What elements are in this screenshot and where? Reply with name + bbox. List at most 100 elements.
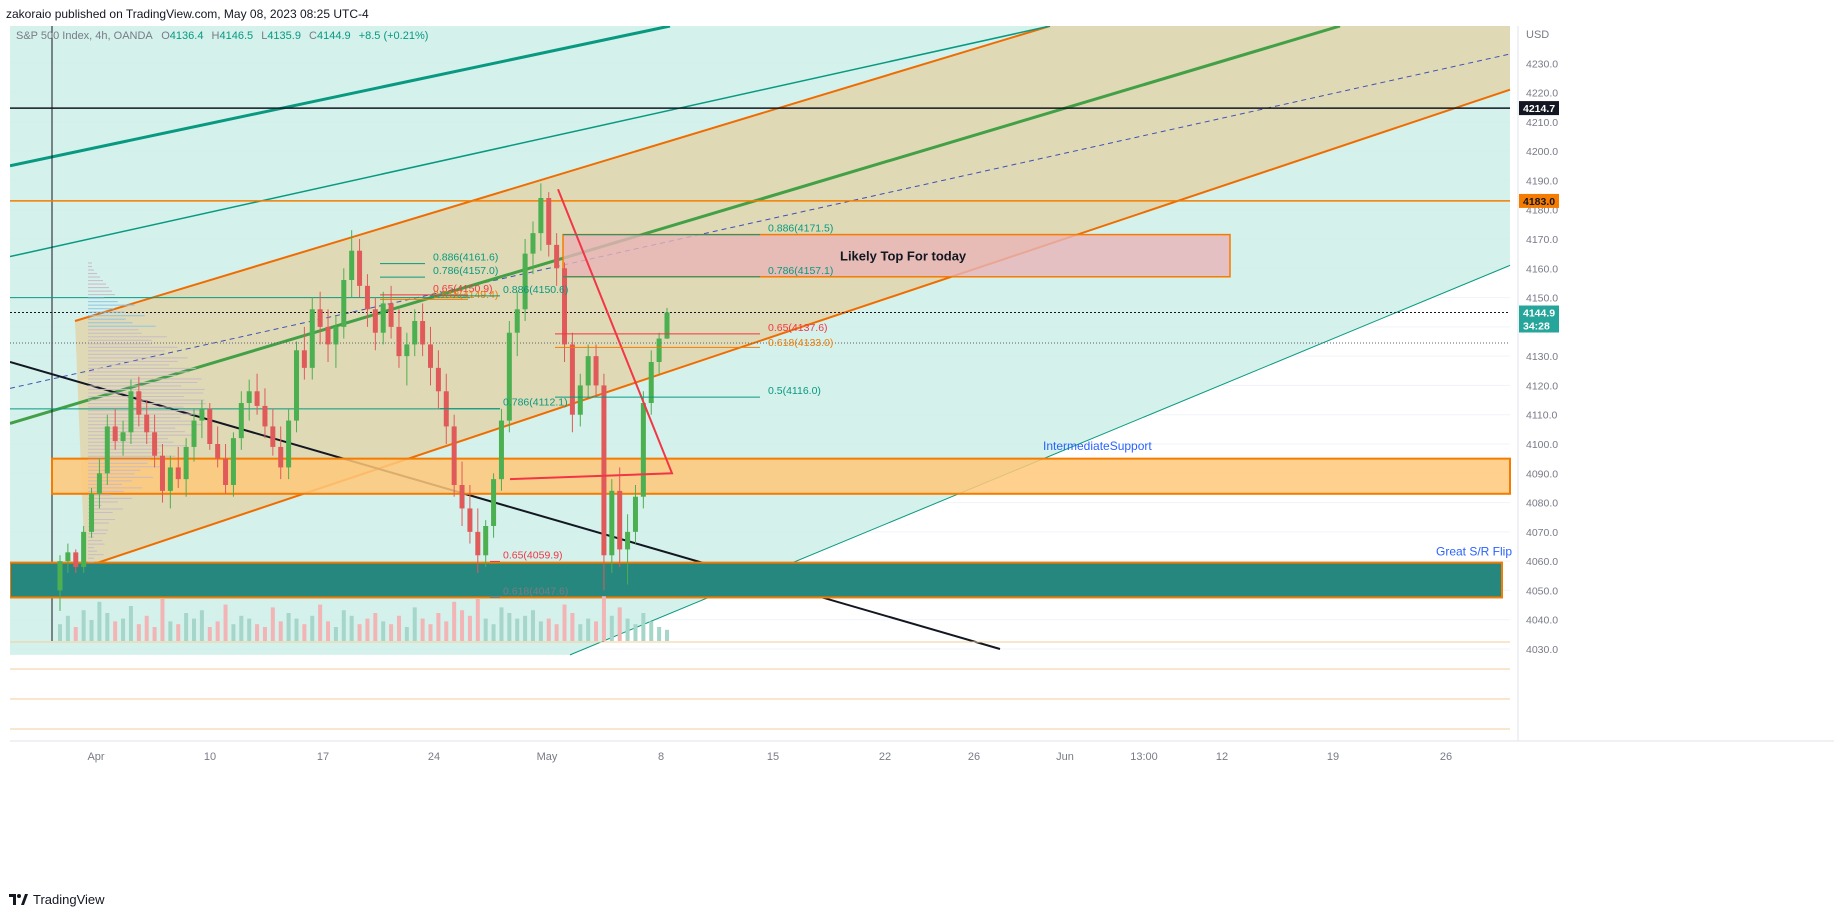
profile-bar	[88, 304, 135, 306]
profile-bar	[88, 301, 118, 303]
profile-bar	[88, 353, 161, 355]
volume-bar	[460, 610, 465, 641]
price-badge-bg	[1519, 318, 1559, 333]
profile-bar	[88, 452, 161, 454]
symbol-name: S&P 500 Index, 4h, OANDA	[16, 30, 153, 42]
intermediate-support-zone[interactable]	[51, 457, 1511, 495]
profile-bar	[88, 343, 151, 345]
price-tick-label: 4030.0	[1526, 644, 1558, 656]
price-tick-label: 4150.0	[1526, 293, 1558, 305]
volume-bar	[262, 627, 267, 641]
price-tick-label: 4160.0	[1526, 263, 1558, 275]
volume-bar	[609, 615, 614, 641]
profile-bar	[88, 374, 177, 376]
profile-bar	[88, 315, 145, 317]
profile-bar	[88, 483, 123, 485]
volume-bar	[507, 613, 512, 641]
profile-bar	[88, 420, 195, 422]
volume-bar	[665, 629, 669, 641]
profile-bar	[88, 518, 115, 521]
time-tick-label: 15	[767, 751, 779, 763]
profile-bar	[88, 462, 148, 464]
fib-label: 0.886(4171.5)	[768, 223, 833, 235]
profile-bar	[88, 265, 92, 268]
profile-bar	[88, 438, 168, 440]
candle-body	[554, 244, 560, 269]
candle-body	[159, 455, 165, 491]
candle-body	[514, 309, 520, 333]
fib-label: 0.5(4116.0)	[768, 385, 821, 397]
volume-bar	[617, 607, 622, 641]
candle-body	[451, 426, 457, 485]
price-badge-label: 4144.9	[1523, 308, 1555, 320]
volume-bar	[641, 613, 646, 641]
profile-bar	[88, 308, 115, 310]
candle-body	[57, 561, 63, 591]
volume-bar	[278, 621, 283, 641]
volume-bar	[601, 596, 606, 641]
volume-bar	[365, 618, 370, 641]
price-tick-label: 4050.0	[1526, 585, 1558, 597]
candle-body	[632, 496, 638, 532]
time-tick-label: 8	[658, 751, 664, 763]
profile-bar	[88, 290, 112, 292]
volume-bar	[176, 624, 181, 641]
price-tick-label: 4060.0	[1526, 556, 1558, 568]
volume-bar	[491, 624, 496, 641]
price-badge-bg	[1519, 305, 1559, 320]
time-tick-label: 13:00	[1130, 751, 1158, 763]
volume-bar	[73, 627, 78, 641]
volume-bar	[341, 610, 346, 641]
candle-body	[112, 426, 118, 442]
symbol-info-line[interactable]: S&P 500 Index, 4h, OANDA O4136.4 H4146.5…	[16, 30, 428, 42]
lower-panes	[10, 641, 1510, 730]
candle-body	[183, 446, 189, 480]
profile-bar	[88, 434, 195, 436]
volume-bar	[113, 621, 118, 641]
volume-bar	[58, 624, 62, 641]
price-tick-label: 4220.0	[1526, 88, 1558, 100]
volume-bar	[136, 624, 141, 641]
volume-bar	[373, 613, 378, 641]
profile-bar	[88, 487, 143, 489]
profile-bar	[88, 501, 118, 503]
price-axis[interactable]: 4230.04220.04210.04200.04190.04180.04170…	[1526, 58, 1558, 656]
likely-top-zone[interactable]	[562, 233, 1231, 278]
great-sr-flip-zone[interactable]	[9, 561, 1503, 599]
profile-bar	[88, 385, 182, 387]
candle-body	[175, 467, 181, 480]
candle-body	[648, 362, 654, 403]
chart-svg[interactable]: 0.886(4171.5)0.786(4157.1)0.886(4161.6)0…	[9, 24, 1834, 886]
red-triangle-pattern	[509, 188, 674, 481]
volume-bar	[286, 613, 291, 641]
profile-bar	[88, 350, 165, 352]
candle-body	[278, 446, 284, 468]
volume-bar	[586, 618, 591, 641]
green-trendline	[9, 24, 1341, 425]
candle-body	[640, 403, 646, 497]
profile-bar	[88, 459, 150, 461]
volume-bar	[310, 615, 315, 641]
candle-body	[372, 309, 378, 333]
candle-body	[412, 321, 418, 345]
candle-body	[435, 367, 441, 392]
volume-bar	[412, 607, 417, 641]
volume-bar	[523, 615, 528, 641]
price-chart[interactable]: 0.886(4171.5) 0.786(4157.1) 0.886(4161.6) 0…	[9, 24, 1834, 886]
candle-body	[459, 485, 465, 509]
profile-bar	[88, 283, 106, 285]
profile-bar	[88, 522, 109, 524]
volume-bar	[239, 615, 244, 641]
profile-bar	[88, 318, 126, 320]
time-axis[interactable]: Apr 10 17 24 May 8 15 22 26 Jun 13:00 12 19 26	[87, 751, 1452, 763]
volume-bar	[144, 615, 149, 641]
footer-brand[interactable]: TradingView	[8, 889, 105, 909]
profile-bar	[88, 388, 205, 391]
open-value: 4136.4	[170, 30, 204, 42]
fib-label: 0.886(4150.6)	[503, 284, 568, 296]
candle-body	[136, 391, 142, 415]
volume-bar	[428, 624, 433, 641]
profile-bar	[88, 536, 94, 538]
price-badges: 4214.7 4183.0 4144.934:28	[1519, 101, 1559, 333]
candle-body	[89, 493, 95, 532]
